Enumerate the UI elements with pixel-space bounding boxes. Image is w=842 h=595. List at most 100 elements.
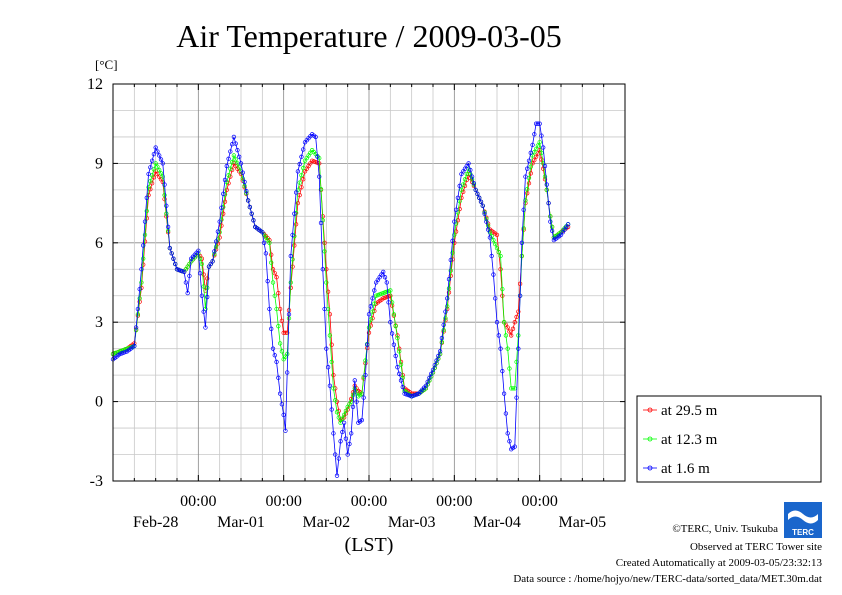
data-point xyxy=(480,203,485,208)
data-point xyxy=(370,296,375,301)
data-point xyxy=(318,220,324,226)
data-point xyxy=(532,132,537,137)
data-point xyxy=(489,253,494,259)
data-point xyxy=(457,198,462,204)
data-point xyxy=(224,163,229,169)
data-point xyxy=(530,142,535,148)
data-point xyxy=(293,190,299,195)
data-point xyxy=(439,335,445,341)
data-point xyxy=(455,195,461,200)
data-point xyxy=(165,224,171,230)
data-point xyxy=(157,167,162,173)
data-point xyxy=(149,158,155,163)
data-point xyxy=(297,161,302,167)
data-point xyxy=(263,251,269,256)
data-point xyxy=(519,240,525,245)
data-point xyxy=(501,391,507,396)
legend-marker xyxy=(647,465,653,471)
x-axis-label: (LST) xyxy=(345,534,394,556)
data-point xyxy=(228,166,233,171)
data-point xyxy=(242,179,247,185)
data-point xyxy=(205,294,210,300)
data-point xyxy=(201,272,206,277)
data-point xyxy=(526,175,532,181)
data-point xyxy=(530,161,535,166)
data-point xyxy=(565,222,571,227)
data-point xyxy=(505,325,510,330)
data-point xyxy=(299,185,304,190)
data-point xyxy=(423,383,429,388)
data-point xyxy=(221,191,226,196)
data-point xyxy=(290,232,295,238)
data-point xyxy=(164,203,169,208)
data-point xyxy=(436,353,441,359)
data-point xyxy=(277,341,283,346)
data-point xyxy=(498,267,503,272)
data-point xyxy=(276,324,281,329)
data-point xyxy=(144,208,149,214)
data-point xyxy=(512,444,517,449)
data-point xyxy=(201,309,206,314)
data-point xyxy=(272,353,277,358)
data-point xyxy=(210,259,215,264)
data-point xyxy=(455,218,461,223)
data-point xyxy=(265,279,270,284)
data-point xyxy=(235,148,240,153)
data-point xyxy=(157,153,162,158)
data-point xyxy=(537,140,542,145)
data-point xyxy=(386,300,391,305)
data-point xyxy=(372,288,377,293)
legend-label: at 1.6 m xyxy=(661,461,710,477)
data-point xyxy=(295,169,301,174)
data-point xyxy=(272,293,277,298)
data-point xyxy=(336,456,341,461)
data-point xyxy=(468,167,473,173)
data-point xyxy=(341,420,347,425)
grid-lines xyxy=(113,84,625,481)
y-axis-unit: [°C] xyxy=(95,57,118,72)
data-point xyxy=(388,293,393,298)
data-point xyxy=(267,240,272,245)
data-point xyxy=(324,346,329,351)
data-point xyxy=(139,267,144,272)
data-point xyxy=(485,223,491,228)
data-point xyxy=(331,386,336,391)
data-point xyxy=(197,256,203,261)
data-point xyxy=(443,316,448,321)
data-point xyxy=(199,261,205,267)
data-point xyxy=(237,165,242,170)
data-point xyxy=(514,359,519,365)
data-point xyxy=(285,351,290,357)
data-point xyxy=(215,229,221,234)
data-point xyxy=(327,383,333,388)
data-point xyxy=(292,211,297,216)
data-point xyxy=(329,407,334,412)
data-point xyxy=(144,195,149,200)
data-point xyxy=(279,402,285,407)
data-point xyxy=(333,398,338,403)
data-point xyxy=(135,306,141,312)
data-point xyxy=(222,199,228,204)
data-point xyxy=(281,412,286,417)
data-point xyxy=(549,228,555,234)
data-point xyxy=(372,301,377,306)
data-point xyxy=(521,226,526,231)
data-point xyxy=(526,181,532,186)
data-point xyxy=(542,163,548,169)
data-point xyxy=(381,269,386,275)
data-point xyxy=(398,378,404,383)
data-point xyxy=(477,195,482,200)
data-point xyxy=(315,154,320,159)
data-point xyxy=(546,200,551,206)
logo-wave-mark xyxy=(788,510,818,524)
data-point xyxy=(491,238,496,243)
data-point xyxy=(261,240,267,245)
data-point xyxy=(498,346,503,351)
data-point xyxy=(224,187,229,193)
data-point xyxy=(297,180,302,185)
legend-label: at 29.5 m xyxy=(661,403,718,419)
data-point xyxy=(270,346,276,351)
data-point xyxy=(510,326,516,331)
data-point xyxy=(528,164,533,169)
